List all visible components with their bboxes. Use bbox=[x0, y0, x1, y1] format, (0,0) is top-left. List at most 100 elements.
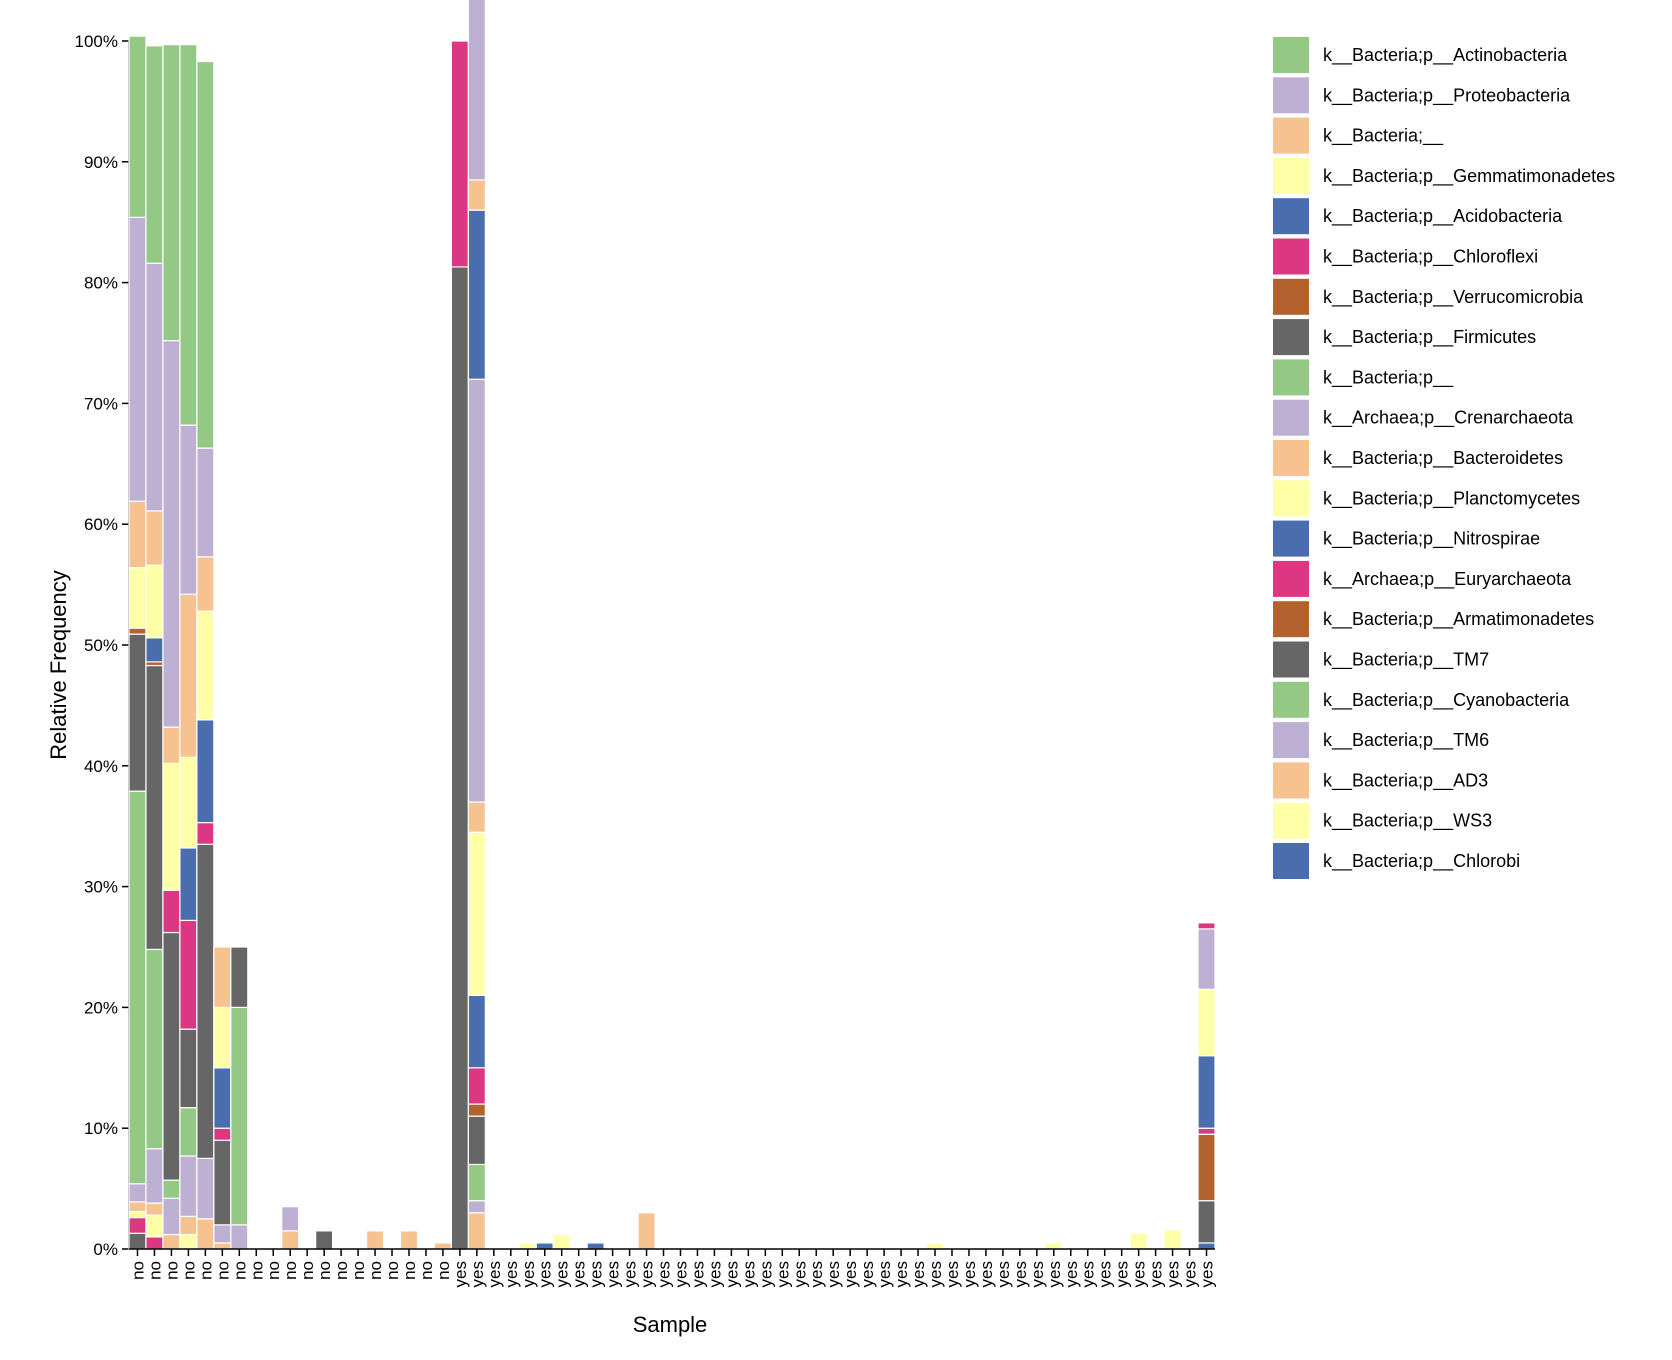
bar-segment bbox=[196, 821, 215, 845]
x-tick-label: no bbox=[400, 1261, 419, 1280]
x-tick-label: yes bbox=[773, 1261, 792, 1287]
bar-segment bbox=[128, 567, 147, 629]
legend-swatch bbox=[1273, 681, 1309, 718]
bar-segment bbox=[162, 44, 181, 342]
bar-segment bbox=[196, 843, 215, 1159]
bar-segment bbox=[230, 1006, 249, 1226]
x-axis-title: Sample bbox=[633, 1312, 708, 1337]
x-axis: nononononononononononononononononononoye… bbox=[128, 1248, 1217, 1287]
x-tick-label: yes bbox=[536, 1261, 555, 1287]
bar-segment bbox=[467, 801, 486, 833]
legend-swatch bbox=[1273, 37, 1309, 73]
bar-segment bbox=[433, 1242, 453, 1250]
bar-segment bbox=[213, 1006, 232, 1069]
x-tick-label: yes bbox=[1164, 1261, 1183, 1287]
bar-segment bbox=[162, 726, 181, 764]
x-tick-label: yes bbox=[1079, 1261, 1098, 1287]
bar-segment bbox=[145, 1148, 164, 1204]
bar-segment bbox=[128, 633, 147, 792]
legend-swatch bbox=[1273, 520, 1309, 557]
legend-swatch bbox=[1273, 319, 1309, 356]
x-tick-label: no bbox=[247, 1261, 266, 1280]
bar-segment bbox=[128, 216, 147, 502]
bar-segment bbox=[1197, 1133, 1216, 1202]
legend-swatch bbox=[1273, 641, 1309, 678]
bar-segment bbox=[213, 1224, 232, 1244]
bar-segment bbox=[1197, 1242, 1216, 1250]
bar-segment bbox=[467, 0, 486, 181]
y-tick-label: 20% bbox=[84, 998, 118, 1017]
bar-segment bbox=[162, 931, 181, 1181]
bar-segment bbox=[1197, 922, 1216, 930]
x-tick-label: no bbox=[145, 1261, 164, 1280]
x-tick-label: yes bbox=[671, 1261, 690, 1287]
bars-area bbox=[128, 0, 1216, 1250]
bar-segment bbox=[179, 44, 198, 426]
bar-segment bbox=[179, 593, 198, 758]
legend-swatch bbox=[1273, 843, 1309, 879]
bar-segment bbox=[128, 1216, 147, 1234]
bar-segment bbox=[467, 1103, 486, 1117]
bar-segment bbox=[1044, 1242, 1063, 1250]
bar-segment bbox=[128, 500, 147, 569]
x-tick-label: yes bbox=[790, 1261, 809, 1287]
bar-segment bbox=[128, 1210, 147, 1219]
bar-segment bbox=[399, 1230, 419, 1250]
bar-segment bbox=[128, 1183, 147, 1203]
x-tick-label: yes bbox=[519, 1261, 538, 1287]
legend-label: k__Bacteria;p__Bacteroidetes bbox=[1323, 448, 1563, 469]
bar-segment bbox=[179, 1028, 198, 1109]
bar-segment bbox=[213, 1067, 232, 1129]
y-tick-label: 50% bbox=[84, 636, 118, 655]
bar-segment bbox=[467, 994, 486, 1069]
bar-segment bbox=[145, 262, 164, 512]
x-tick-label: no bbox=[349, 1261, 368, 1280]
bar-segment bbox=[1197, 1127, 1216, 1135]
legend-swatch bbox=[1273, 762, 1309, 799]
x-tick-label: yes bbox=[621, 1261, 640, 1287]
bar-segment bbox=[467, 1212, 486, 1250]
bar-segment bbox=[450, 40, 469, 268]
x-tick-label: no bbox=[332, 1261, 351, 1280]
bar-segment bbox=[213, 1139, 232, 1226]
x-tick-label: yes bbox=[960, 1261, 979, 1287]
x-tick-label: no bbox=[417, 1261, 436, 1280]
legend-swatch bbox=[1273, 399, 1309, 436]
bar-segment bbox=[128, 1201, 147, 1213]
bar-segment bbox=[179, 1215, 198, 1236]
x-tick-label: yes bbox=[858, 1261, 877, 1287]
legend-label: k__Bacteria;__ bbox=[1323, 126, 1444, 147]
x-tick-label: yes bbox=[909, 1261, 928, 1287]
bar-segment bbox=[162, 762, 181, 891]
x-tick-label: no bbox=[383, 1261, 402, 1280]
x-tick-label: yes bbox=[722, 1261, 741, 1287]
bar-segment bbox=[518, 1242, 537, 1250]
legend-label: k__Bacteria;p__AD3 bbox=[1323, 770, 1488, 791]
x-tick-label: yes bbox=[451, 1261, 470, 1287]
x-tick-label: yes bbox=[807, 1261, 826, 1287]
legend-label: k__Archaea;p__Crenarchaeota bbox=[1323, 408, 1574, 429]
x-tick-label: yes bbox=[926, 1261, 945, 1287]
bar-segment bbox=[1197, 1200, 1216, 1244]
y-axis-title: Relative Frequency bbox=[46, 570, 71, 760]
x-tick-label: yes bbox=[553, 1261, 572, 1287]
bar-segment bbox=[196, 60, 215, 449]
bar-segment bbox=[925, 1242, 945, 1250]
bar-segment bbox=[230, 946, 249, 1009]
bar-segment bbox=[196, 447, 215, 558]
bar-segment bbox=[450, 266, 469, 1250]
bar-segment bbox=[145, 1236, 164, 1250]
legend-swatch bbox=[1273, 802, 1309, 839]
y-axis: 0% 10% 20% 30% 40% 50% 60% 70% 80% 90% 100% bbox=[75, 32, 130, 1259]
x-tick-label: no bbox=[162, 1261, 181, 1280]
bar-segment bbox=[179, 919, 198, 1030]
y-tick-label: 30% bbox=[84, 878, 118, 897]
bar-segment bbox=[162, 1179, 181, 1199]
bar-segment bbox=[467, 1163, 486, 1202]
bar-segment bbox=[467, 1200, 486, 1214]
legend-label: k__Bacteria;p__Acidobacteria bbox=[1323, 206, 1563, 227]
bar-segment bbox=[162, 339, 181, 728]
bar-segment bbox=[162, 1233, 181, 1250]
bar-segment bbox=[179, 847, 198, 922]
bar-segment bbox=[196, 610, 215, 721]
